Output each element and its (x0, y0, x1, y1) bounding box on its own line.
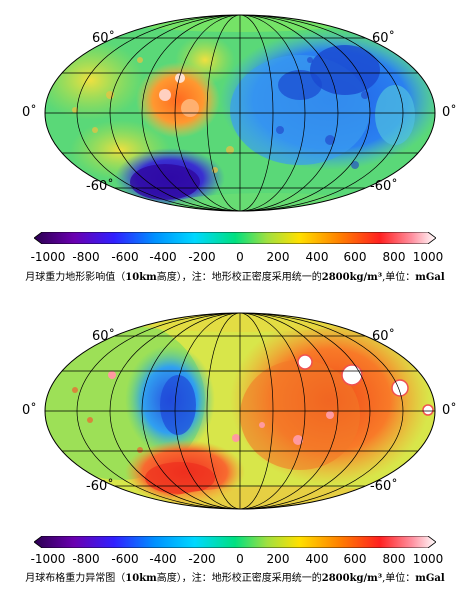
bottom-colorbar (34, 536, 436, 548)
lat-label-0-left: 0˚ (22, 403, 37, 418)
caption-unit: mGal (415, 272, 445, 283)
caption-mid: 高度），注：地形校正密度采用统一的 (156, 272, 322, 283)
caption-height: 10km (125, 573, 157, 584)
bottom-colorbar-ticks: -1000 -800 -600 -400 -200 0 200 400 600 … (0, 552, 470, 568)
tick-label: -200 (188, 552, 216, 566)
tick-label: -400 (149, 552, 177, 566)
bottom-caption: 月球布格重力异常图（10km高度），注：地形校正密度采用统一的2800kg/m³… (0, 572, 470, 585)
lat-label-60s-left: -60˚ (86, 179, 114, 194)
caption-height: 10km (125, 272, 157, 283)
tick-label: 400 (305, 552, 329, 566)
tick-label: 800 (382, 250, 406, 264)
top-colorbar-ticks: -1000 -800 -600 -400 -200 0 200 400 600 … (0, 250, 470, 266)
tick-label: 200 (266, 552, 290, 566)
tick-label: -1000 (30, 250, 66, 264)
tick-label: 1000 (412, 250, 444, 264)
lat-label-0-right: 0˚ (442, 105, 457, 120)
tick-label: -400 (149, 250, 177, 264)
caption-prefix: 月球重力地形影响值（ (25, 272, 126, 283)
lat-label-60n-right: 60˚ (372, 31, 396, 46)
caption-unit: mGal (415, 573, 445, 584)
tick-label: 400 (305, 250, 329, 264)
tick-label: 1000 (412, 552, 444, 566)
lat-label-60s-right: -60˚ (370, 179, 398, 194)
bottom-map-panel: 60˚ 60˚ 0˚ 0˚ -60˚ -60˚ -1000 -800 (0, 300, 470, 600)
tick-label: 200 (266, 250, 290, 264)
lat-label-0-left: 0˚ (22, 105, 37, 120)
tick-label: -600 (111, 552, 139, 566)
tick-label: 800 (382, 552, 406, 566)
tick-label: 600 (343, 250, 367, 264)
tick-label: -600 (111, 250, 139, 264)
caption-density: 2800kg/m³ (321, 573, 383, 584)
top-map-panel: 60˚ 60˚ 0˚ 0˚ -60˚ -60˚ -1000 -800 (0, 14, 470, 284)
caption-prefix: 月球布格重力异常图（ (25, 573, 126, 584)
tick-label: -1000 (30, 552, 66, 566)
top-colorbar (34, 232, 436, 244)
caption-mid: 高度），注：地形校正密度采用统一的 (156, 573, 322, 584)
tick-label: -800 (72, 552, 100, 566)
lat-label-60n-right: 60˚ (372, 329, 396, 344)
caption-density: 2800kg/m³ (321, 272, 383, 283)
lat-label-60n-left: 60˚ (92, 329, 116, 344)
lat-label-0-right: 0˚ (442, 403, 457, 418)
lat-label-60s-right: -60˚ (370, 479, 398, 494)
tick-label: 0 (236, 552, 244, 566)
bottom-gravity-map (44, 312, 436, 510)
lat-label-60n-left: 60˚ (92, 31, 116, 46)
tick-label: -200 (188, 250, 216, 264)
tick-label: 0 (236, 250, 244, 264)
caption-suffix: ,单位： (382, 272, 416, 283)
top-gravity-map (44, 14, 436, 212)
caption-suffix: ,单位： (382, 573, 416, 584)
tick-label: 600 (343, 552, 367, 566)
tick-label: -800 (72, 250, 100, 264)
top-caption: 月球重力地形影响值（10km高度），注：地形校正密度采用统一的2800kg/m³… (0, 271, 470, 284)
lat-label-60s-left: -60˚ (86, 479, 114, 494)
